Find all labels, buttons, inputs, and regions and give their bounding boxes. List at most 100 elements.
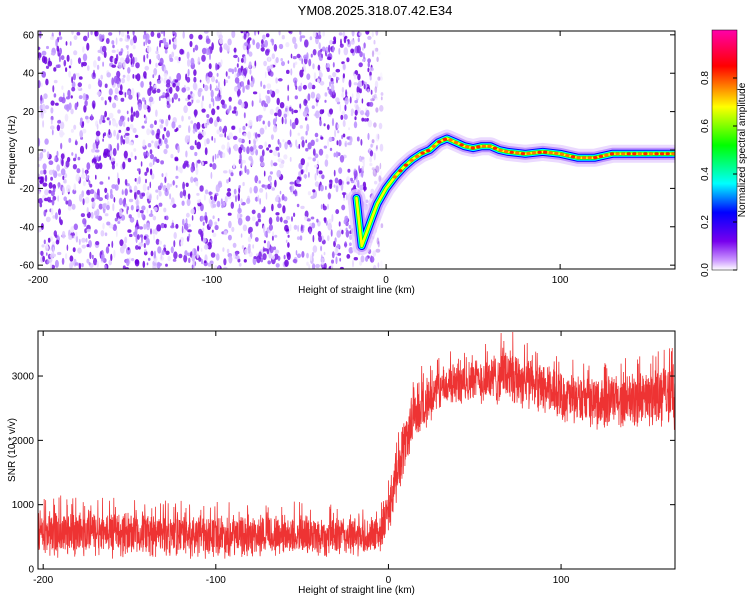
noise-speck <box>221 204 224 209</box>
noise-speck <box>279 102 285 109</box>
noise-speck <box>57 120 62 124</box>
noise-speck <box>329 108 333 115</box>
noise-speck <box>223 78 226 87</box>
noise-speck <box>371 139 375 144</box>
noise-speck <box>100 114 104 121</box>
noise-speck <box>82 61 87 67</box>
noise-speck <box>181 225 184 234</box>
noise-speck <box>257 218 262 223</box>
noise-speck <box>151 140 154 144</box>
noise-speck <box>367 132 370 141</box>
noise-speck <box>233 86 239 92</box>
noise-speck <box>193 76 197 83</box>
noise-speck <box>249 187 253 194</box>
noise-speck <box>43 169 47 175</box>
noise-speck <box>44 174 48 182</box>
noise-speck <box>173 251 178 260</box>
noise-speck <box>135 62 140 69</box>
noise-speck <box>279 163 284 169</box>
noise-speck <box>68 70 71 78</box>
noise-speck <box>158 190 162 197</box>
noise-speck <box>50 115 54 121</box>
noise-speck <box>365 256 369 262</box>
noise-speck <box>323 145 328 149</box>
noise-speck <box>82 128 87 134</box>
noise-speck <box>243 68 247 76</box>
noise-speck <box>138 246 141 250</box>
ridge-hotspot <box>520 152 526 156</box>
noise-speck <box>160 251 163 260</box>
noise-speck <box>110 157 116 163</box>
noise-speck <box>164 137 168 145</box>
noise-speck <box>188 125 191 134</box>
noise-speck <box>117 177 120 185</box>
noise-speck <box>291 122 296 130</box>
noise-speck <box>190 120 194 124</box>
noise-speck <box>182 162 187 169</box>
noise-speck <box>81 244 87 249</box>
noise-speck <box>273 162 278 167</box>
noise-speck <box>342 119 346 128</box>
noise-speck <box>38 225 42 233</box>
noise-speck <box>91 148 96 153</box>
noise-speck <box>182 31 185 39</box>
ridge-hotspot <box>420 151 425 155</box>
y-tick-label: -60 <box>20 261 35 272</box>
noise-speck <box>269 64 274 70</box>
noise-speck <box>319 119 322 127</box>
noise-speck <box>275 88 280 94</box>
noise-speck <box>171 121 176 129</box>
noise-speck <box>144 65 150 71</box>
noise-speck <box>211 75 215 83</box>
noise-speck <box>107 243 110 247</box>
noise-speck <box>139 226 143 230</box>
noise-speck <box>40 110 44 119</box>
noise-speck <box>326 124 330 130</box>
noise-speck <box>248 61 252 69</box>
noise-speck <box>131 87 135 97</box>
noise-speck <box>189 40 193 48</box>
noise-speck <box>103 115 105 123</box>
noise-speck <box>174 156 179 161</box>
noise-speck <box>283 219 289 224</box>
noise-speck <box>288 31 292 34</box>
noise-speck <box>121 189 124 195</box>
noise-speck <box>42 97 44 104</box>
noise-speck <box>307 93 311 101</box>
noise-speck <box>158 202 163 207</box>
noise-speck <box>293 212 296 217</box>
noise-speck <box>175 127 179 132</box>
x-tick-label: -200 <box>28 275 48 286</box>
noise-speck <box>277 152 280 158</box>
ridge-hotspot <box>576 156 581 160</box>
noise-speck <box>312 49 317 56</box>
noise-speck <box>315 110 320 119</box>
noise-speck <box>300 169 304 175</box>
noise-speck <box>312 157 316 162</box>
noise-speck <box>116 134 119 141</box>
noise-speck <box>93 69 95 78</box>
noise-speck <box>275 57 279 64</box>
noise-speck <box>341 229 344 235</box>
noise-speck <box>273 44 278 52</box>
noise-speck <box>238 146 243 154</box>
noise-speck <box>136 219 139 225</box>
noise-speck <box>50 176 53 181</box>
noise-speck <box>97 56 101 62</box>
noise-speck <box>73 124 77 130</box>
noise-speck <box>171 97 174 104</box>
noise-speck <box>351 31 355 37</box>
noise-speck <box>315 138 319 143</box>
ridge-hotspot <box>581 156 587 160</box>
noise-speck <box>263 60 267 67</box>
noise-speck <box>375 146 378 152</box>
ridge-hotspot <box>604 153 609 157</box>
noise-speck <box>246 32 249 39</box>
noise-speck <box>113 75 118 84</box>
colorbar-tick-label: 0.6 <box>700 119 711 133</box>
noise-speck <box>285 42 290 48</box>
noise-speck <box>216 31 220 37</box>
noise-speck <box>132 45 136 50</box>
noise-speck <box>60 55 65 61</box>
noise-speck <box>100 74 103 80</box>
